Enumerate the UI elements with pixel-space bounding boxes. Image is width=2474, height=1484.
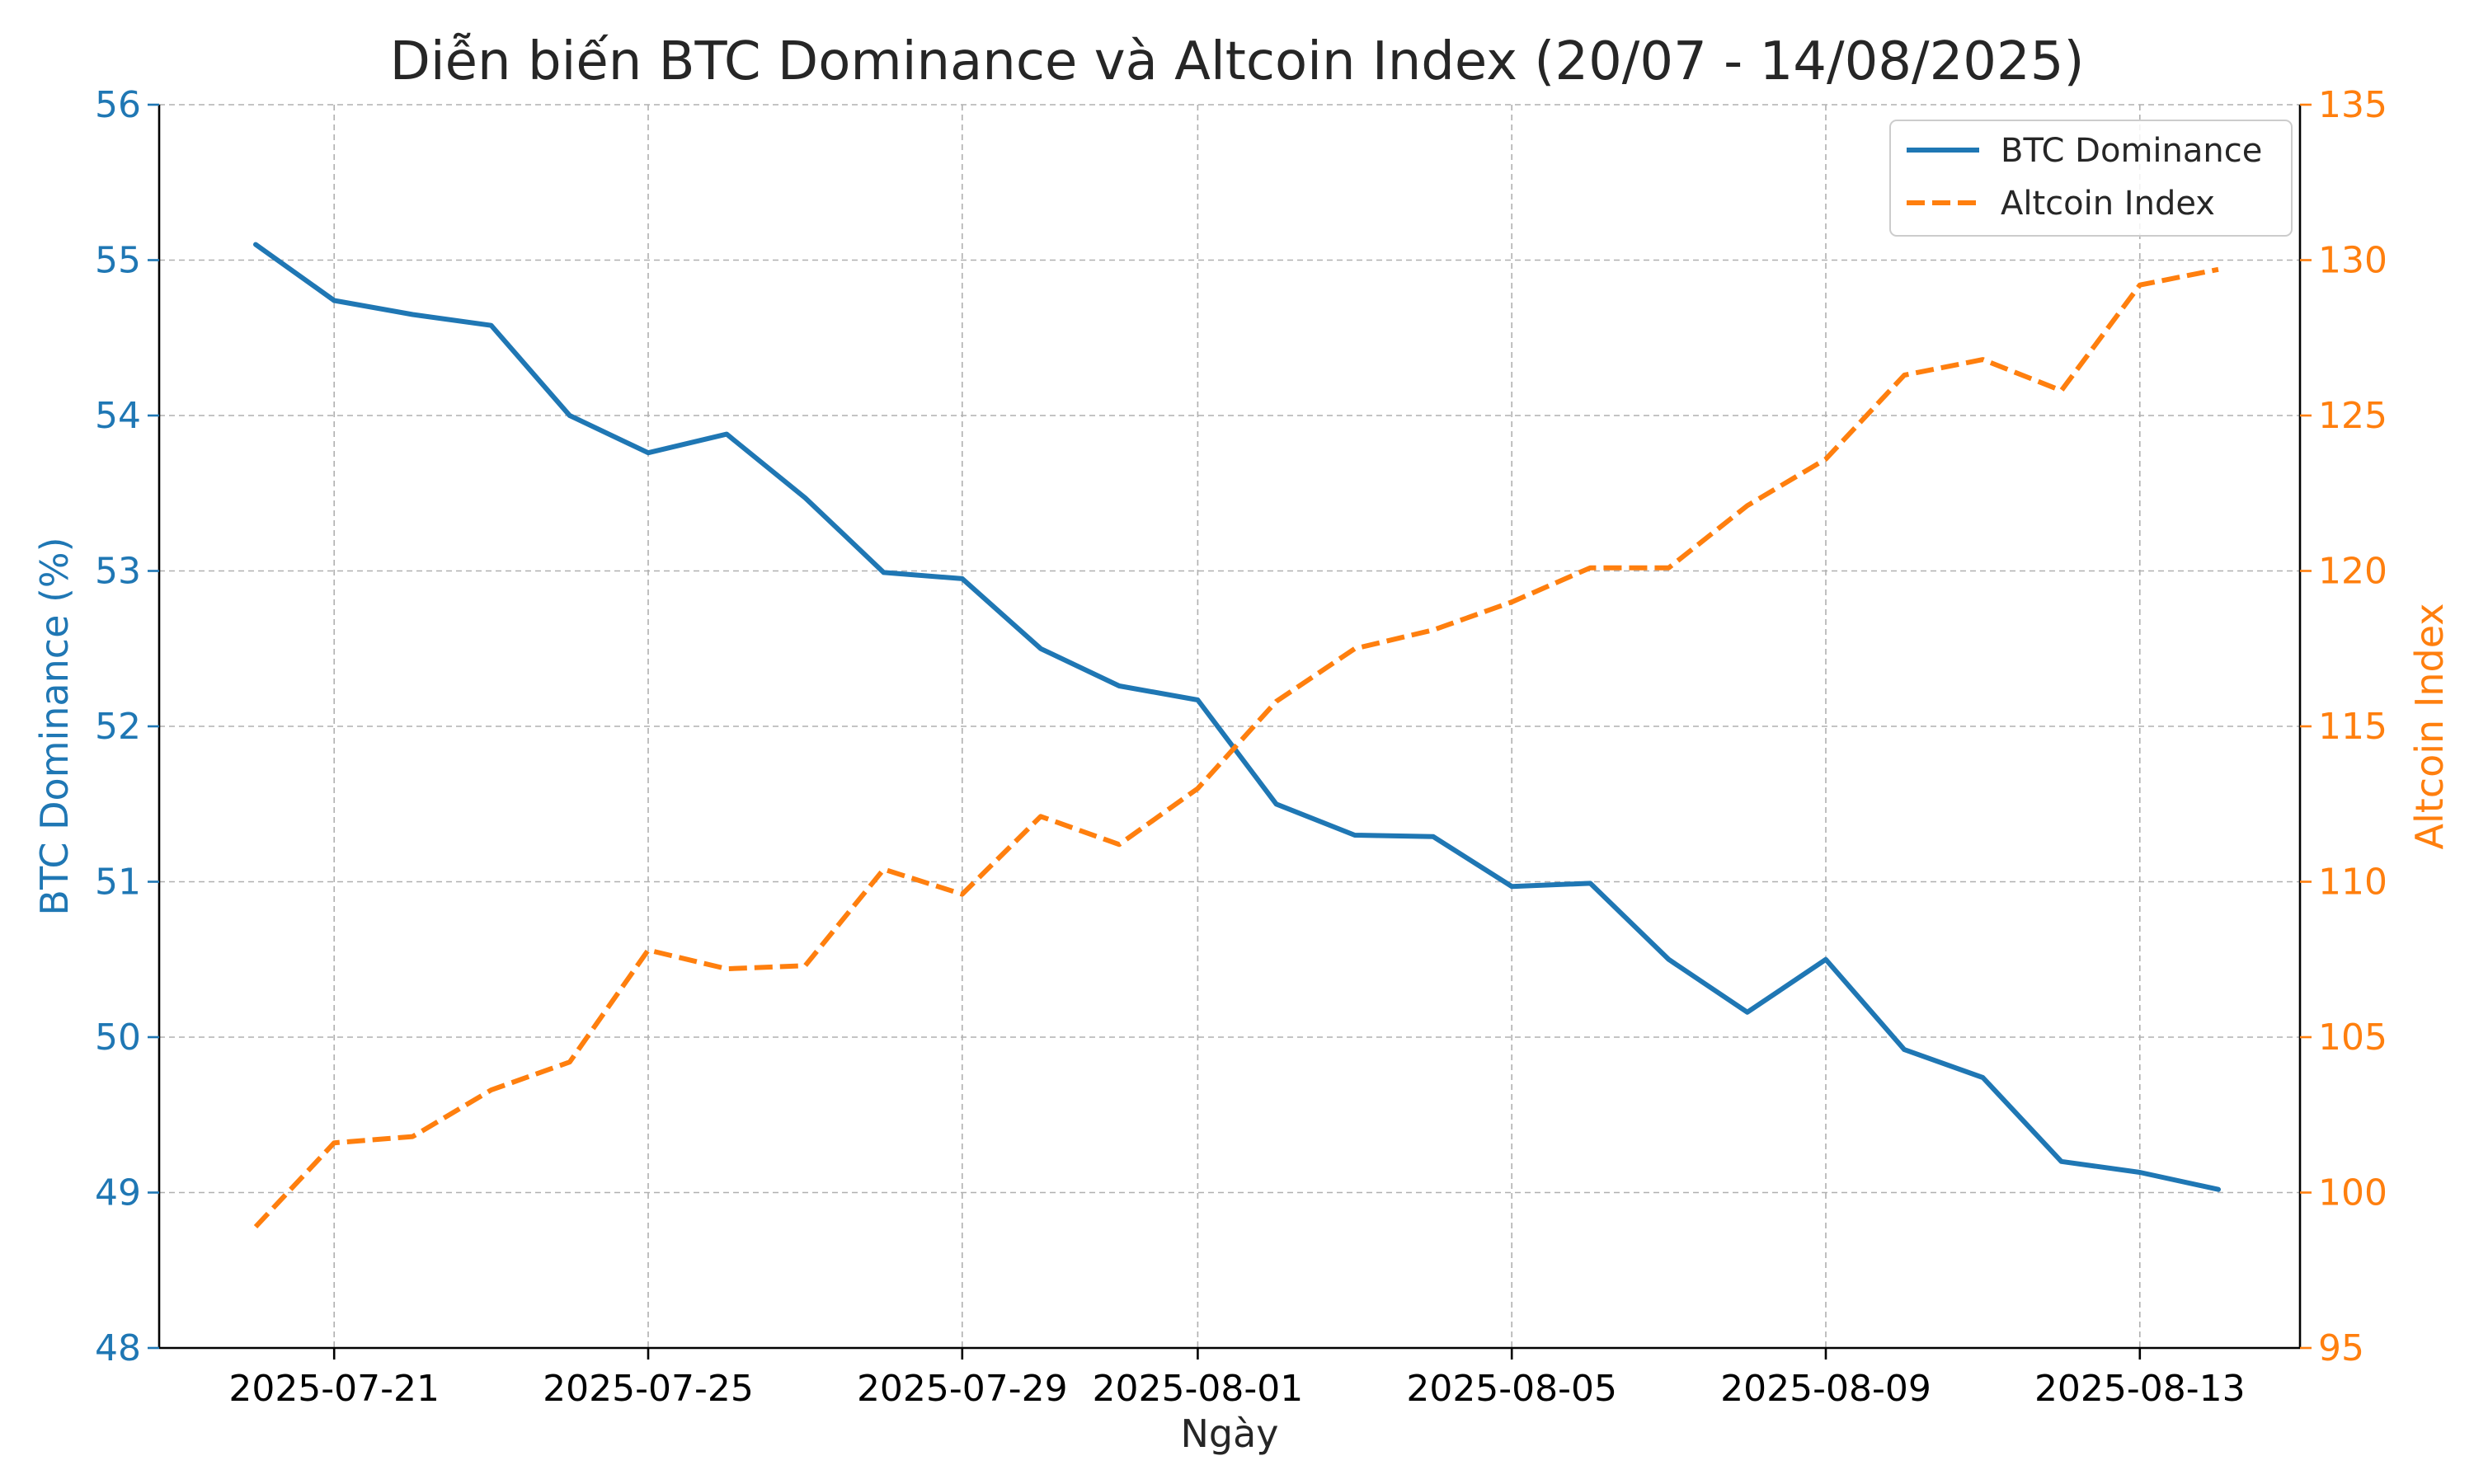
series-line-btc-dominance <box>253 242 2221 1192</box>
right-tick-label: 135 <box>2318 84 2387 126</box>
series-line-altcoin-index <box>253 266 2219 1229</box>
chart-title: Diễn biến BTC Dominance và Altcoin Index… <box>390 31 2085 92</box>
legend-label-altcoin-index: Altcoin Index <box>2001 185 2215 223</box>
series-lines <box>253 242 2221 1229</box>
right-axis-title: Altcoin Index <box>2407 603 2452 850</box>
right-tick-label: 100 <box>2318 1172 2387 1214</box>
right-tick-label: 115 <box>2318 706 2387 748</box>
grid-lines <box>159 104 2300 1349</box>
legend: BTC Dominance Altcoin Index <box>1889 120 2293 237</box>
left-tick-label: 50 <box>95 1017 141 1059</box>
right-tick-label: 110 <box>2318 862 2387 904</box>
left-tick-label: 55 <box>95 240 141 282</box>
x-axis-title: Ngày <box>1180 1411 1278 1456</box>
legend-box <box>1889 120 2293 237</box>
right-tick-label: 120 <box>2318 551 2387 593</box>
left-axis-title: BTC Dominance (%) <box>32 537 77 915</box>
legend-label-btc-dominance: BTC Dominance <box>2001 132 2262 170</box>
right-tick-label: 95 <box>2318 1327 2364 1369</box>
left-tick-label: 48 <box>95 1327 141 1369</box>
x-tick-label: 2025-08-05 <box>1406 1368 1617 1410</box>
x-tick-label: 2025-07-29 <box>857 1368 1068 1410</box>
left-tick-label: 56 <box>95 84 141 126</box>
x-tick-label: 2025-07-21 <box>228 1368 440 1410</box>
x-tick-label: 2025-08-13 <box>2034 1368 2246 1410</box>
x-tick-label: 2025-07-25 <box>543 1368 754 1410</box>
x-tick-label: 2025-08-01 <box>1093 1368 1304 1410</box>
right-tick-label: 105 <box>2318 1017 2387 1059</box>
axis-ticks: 48 49 50 51 52 53 54 55 56 95 100 105 110 115 120 125 13… <box>95 84 2387 1410</box>
right-tick-label: 125 <box>2318 395 2387 437</box>
right-tick-label: 130 <box>2318 240 2387 282</box>
left-tick-label: 49 <box>95 1172 141 1214</box>
left-tick-label: 54 <box>95 395 141 437</box>
left-tick-label: 51 <box>95 862 141 904</box>
x-tick-label: 2025-08-09 <box>1720 1368 1931 1410</box>
left-tick-label: 53 <box>95 551 141 593</box>
left-tick-label: 52 <box>95 706 141 748</box>
